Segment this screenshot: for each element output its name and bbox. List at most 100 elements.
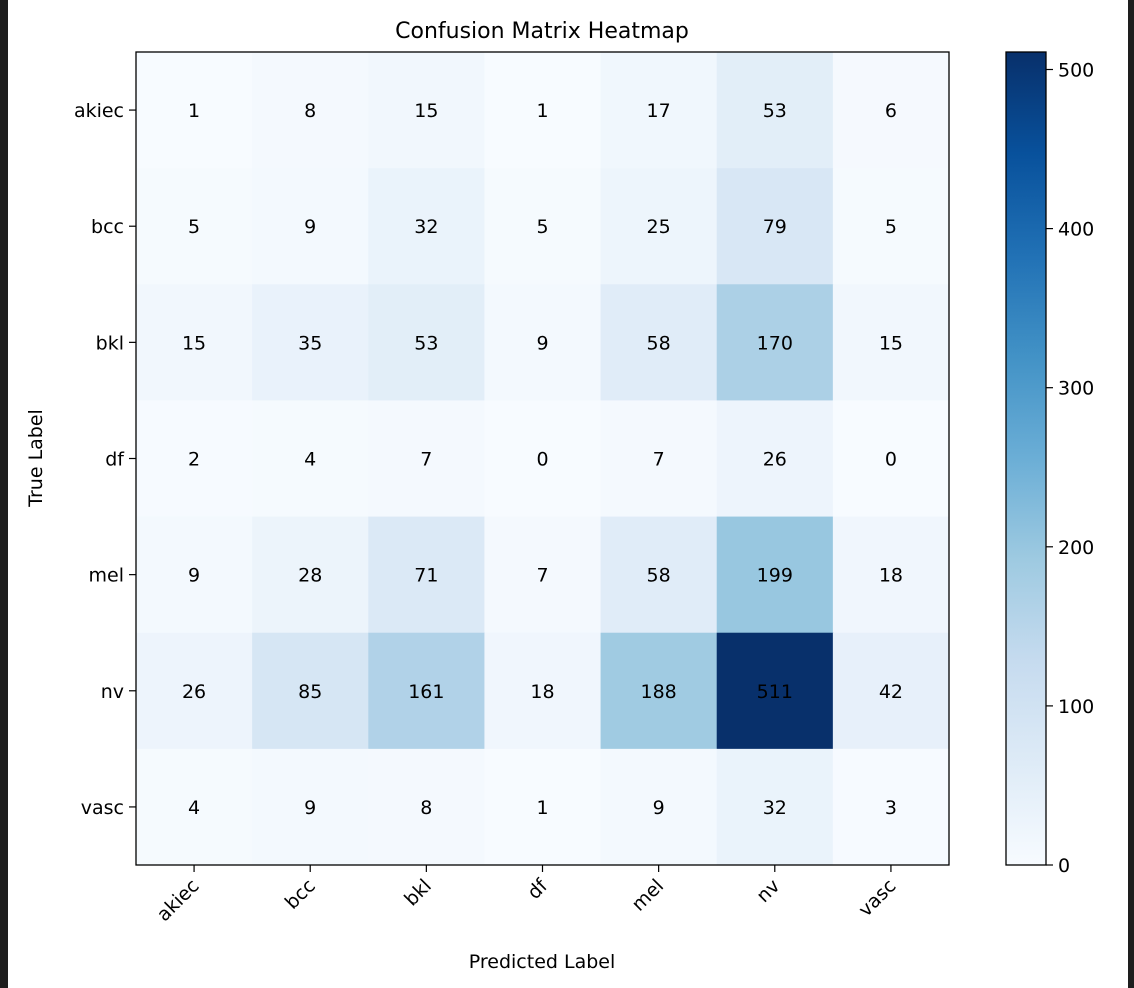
colorbar-tick-label: 500 [1058, 60, 1094, 82]
cell-value-label: 4 [304, 449, 316, 471]
cell-value-label: 7 [536, 565, 548, 587]
y-tick-label: nv [101, 681, 124, 703]
heatmap-cell [716, 168, 834, 285]
cell-value-label: 15 [414, 100, 438, 122]
y-tick-label: akiec [74, 100, 124, 122]
cell-value-label: 15 [879, 332, 903, 354]
heatmap-cell [716, 400, 834, 518]
cell-value-label: 9 [304, 216, 316, 238]
heatmap-cell [484, 284, 602, 401]
cell-value-label: 26 [182, 681, 206, 703]
cell-value-label: 28 [298, 565, 322, 587]
heatmap-cell [600, 400, 718, 518]
cell-value-label: 7 [420, 449, 432, 471]
heatmap-cell [252, 516, 369, 634]
x-tick-label: akiec [153, 875, 204, 926]
cell-value-label: 35 [298, 332, 322, 354]
cell-value-label: 0 [885, 449, 897, 471]
heatmap-cell [136, 400, 253, 518]
cell-value-label: 161 [408, 681, 444, 703]
heatmap-cell [252, 52, 369, 169]
cell-value-label: 1 [536, 797, 548, 819]
cell-value-label: 9 [536, 332, 548, 354]
cell-value-label: 511 [757, 681, 793, 703]
heatmap-cell [832, 748, 950, 866]
heatmap-cell [484, 632, 602, 750]
heatmap-cell [368, 516, 485, 634]
heatmap-cell [136, 632, 253, 750]
heatmap-cell [252, 632, 369, 750]
heatmap-cell [832, 168, 950, 285]
heatmap-cell [716, 516, 834, 634]
heatmap-cell [368, 400, 485, 518]
colorbar [1005, 51, 1047, 866]
heatmap-cells [136, 52, 950, 866]
cell-value-label: 3 [885, 797, 897, 819]
heatmap-cell [136, 284, 253, 401]
confusion-matrix-heatmap: Confusion Matrix Heatmap 1 8 15 1 17 53 65 9 32 5… [25, 19, 1094, 973]
y-tick-label: bkl [96, 332, 124, 354]
heatmap-cell [484, 400, 602, 518]
heatmap-cell [484, 516, 602, 634]
cell-value-label: 5 [188, 216, 200, 238]
colorbar-tick-label: 200 [1058, 537, 1094, 559]
x-tick-label: bcc [281, 875, 320, 914]
y-axis-label: True Label [25, 409, 47, 508]
cell-value-label: 26 [763, 449, 787, 471]
heatmap-cell [484, 168, 602, 285]
colorbar-tick-label: 300 [1058, 378, 1094, 400]
heatmap-cell [368, 168, 485, 285]
cell-value-label: 18 [879, 565, 903, 587]
heatmap-cell [252, 748, 369, 866]
cell-value-label: 9 [653, 797, 665, 819]
y-tick-label: df [105, 449, 125, 471]
cell-value-label: 9 [188, 565, 200, 587]
heatmap-cell [716, 52, 834, 169]
heatmap-cell [716, 632, 834, 750]
heatmap-cell [716, 748, 834, 866]
cell-value-label: 0 [536, 449, 548, 471]
heatmap-cell [484, 748, 602, 866]
heatmap-cell [252, 168, 369, 285]
heatmap-cell [600, 632, 718, 750]
y-tick-label: mel [89, 565, 124, 587]
heatmap-cell [600, 516, 718, 634]
heatmap-cell [600, 52, 718, 169]
heatmap-cell [136, 516, 253, 634]
cell-value-label: 32 [763, 797, 787, 819]
cell-value-label: 25 [647, 216, 671, 238]
cell-value-label: 8 [304, 100, 316, 122]
heatmap-cell [484, 52, 602, 169]
cell-value-label: 2 [188, 449, 200, 471]
heatmap-cell [368, 284, 485, 401]
cell-value-label: 8 [420, 797, 432, 819]
cell-value-label: 17 [647, 100, 671, 122]
heatmap-cell [136, 748, 253, 866]
heatmap-cell [368, 632, 485, 750]
heatmap-cell [600, 284, 718, 401]
chart-frame: Confusion Matrix Heatmap 1 8 15 1 17 53 6 5 9 32 5… [8, 0, 1128, 988]
cell-value-label: 58 [647, 565, 671, 587]
colorbar-ticks: 0 100 200 300 400 500 [1046, 60, 1094, 877]
cell-value-label: 170 [757, 332, 793, 354]
x-axis-label: Predicted Label [469, 951, 616, 973]
heatmap-cell [136, 168, 253, 285]
cell-value-label: 42 [879, 681, 903, 703]
cell-value-label: 4 [188, 797, 200, 819]
x-tick-label: vasc [854, 875, 900, 921]
cell-value-label: 85 [298, 681, 322, 703]
y-tick-label: vasc [81, 797, 124, 819]
cell-value-label: 79 [763, 216, 787, 238]
cell-value-label: 58 [647, 332, 671, 354]
heatmap-cell [252, 284, 369, 401]
x-tick-label: nv [752, 875, 784, 907]
heatmap-cell [832, 516, 950, 634]
heatmap-cell [600, 748, 718, 866]
cell-value-label: 7 [653, 449, 665, 471]
cell-value-label: 188 [641, 681, 677, 703]
heatmap-cell [136, 52, 253, 169]
heatmap-cell [832, 284, 950, 401]
cell-value-label: 32 [414, 216, 438, 238]
heatmap-cell [368, 748, 485, 866]
cell-value-label: 1 [188, 100, 200, 122]
